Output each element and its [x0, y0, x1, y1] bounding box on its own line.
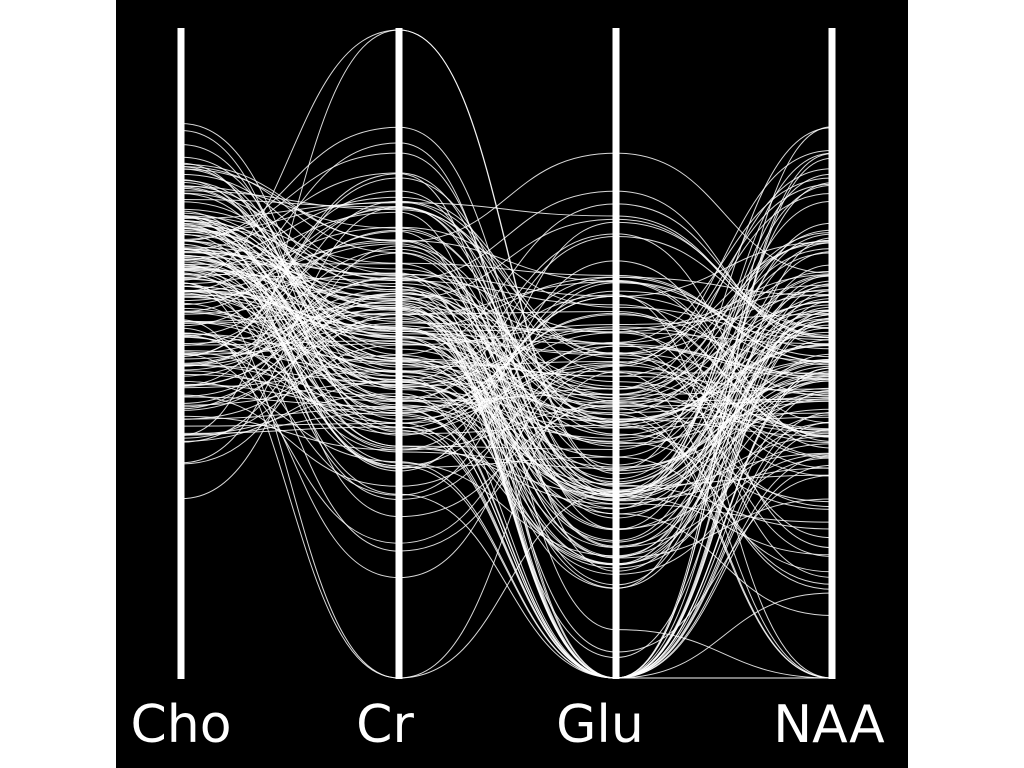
axis-labels: Cho Cr Glu NAA — [130, 695, 885, 755]
data-line — [180, 301, 833, 451]
data-line — [180, 246, 833, 556]
axes — [177, 28, 836, 679]
data-line — [180, 284, 833, 333]
axis-label-naa: NAA — [773, 695, 885, 755]
data-line — [180, 282, 833, 443]
axis-label-cho: Cho — [130, 695, 231, 755]
data-line — [180, 173, 833, 345]
data-line — [180, 261, 833, 442]
data-line — [180, 307, 833, 679]
data-line — [180, 123, 833, 575]
chart-canvas: Cho Cr Glu NAA — [130, 28, 885, 755]
data-line — [180, 29, 833, 475]
data-line — [180, 192, 833, 397]
data-line — [180, 227, 833, 558]
data-line — [180, 290, 833, 408]
data-line — [180, 152, 833, 530]
data-line — [180, 126, 833, 679]
data-line — [180, 272, 833, 679]
data-line — [180, 364, 833, 487]
data-line — [180, 239, 833, 390]
data-line — [180, 319, 833, 679]
data-line — [180, 179, 833, 420]
data-line — [180, 215, 833, 363]
parallel-coordinates-chart: Cho Cr Glu NAA — [116, 0, 908, 768]
axis-label-cr: Cr — [356, 695, 414, 755]
data-line — [180, 237, 833, 679]
data-line — [180, 206, 833, 466]
data-lines — [180, 29, 833, 679]
data-line — [180, 351, 833, 679]
data-line — [180, 239, 833, 573]
data-line — [180, 173, 833, 679]
data-line — [180, 309, 833, 494]
data-line — [180, 240, 833, 586]
axis-label-glu: Glu — [556, 695, 644, 755]
data-line — [180, 173, 833, 498]
data-line — [180, 248, 833, 495]
data-line — [180, 150, 833, 427]
data-line — [180, 327, 833, 579]
data-line — [180, 225, 833, 396]
data-line — [180, 220, 833, 420]
data-line — [180, 207, 833, 374]
data-line — [180, 162, 833, 566]
data-line — [180, 190, 833, 346]
data-line — [180, 168, 833, 510]
data-line — [180, 201, 833, 402]
data-line — [180, 243, 833, 470]
data-line — [180, 220, 833, 400]
data-line — [180, 256, 833, 445]
data-line — [180, 317, 833, 530]
data-line — [180, 157, 833, 679]
data-line — [180, 277, 833, 390]
data-line — [180, 393, 832, 679]
data-line — [180, 216, 833, 542]
data-line — [180, 282, 833, 552]
data-line — [180, 248, 833, 679]
data-line — [180, 230, 833, 679]
data-line — [180, 276, 833, 653]
